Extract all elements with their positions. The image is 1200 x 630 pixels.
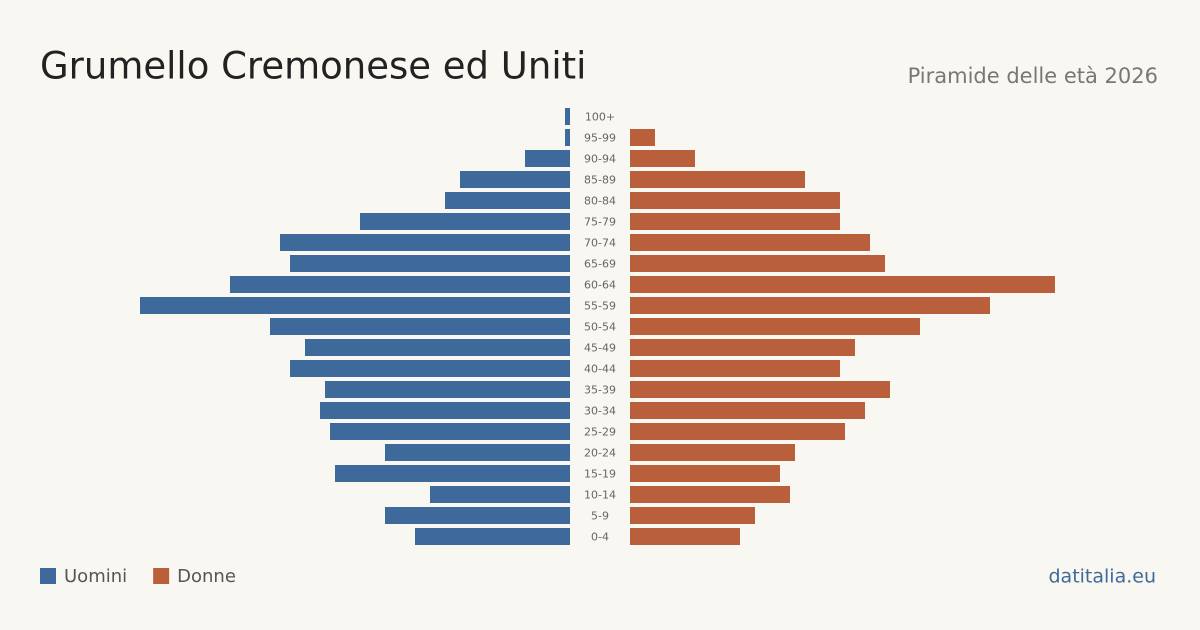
- source: datitalia.eu: [1049, 566, 1157, 588]
- male-bar: [460, 171, 570, 188]
- age-label: 100+: [585, 111, 615, 124]
- female-bar: [630, 276, 1055, 293]
- male-bar: [335, 465, 570, 482]
- male-bar: [305, 339, 570, 356]
- male-bar: [325, 381, 570, 398]
- age-label: 55-59: [584, 300, 616, 313]
- female-bar: [630, 192, 840, 209]
- age-label: 0-4: [591, 531, 609, 544]
- female-bar: [630, 381, 890, 398]
- female-bar: [630, 339, 855, 356]
- female-bar: [630, 171, 805, 188]
- age-label: 45-49: [584, 342, 616, 355]
- male-bar: [320, 402, 570, 419]
- age-label: 90-94: [584, 153, 616, 166]
- male-bar: [230, 276, 570, 293]
- age-label: 35-39: [584, 384, 616, 397]
- legend-swatch: [153, 568, 170, 584]
- age-label: 30-34: [584, 405, 616, 418]
- age-label: 70-74: [584, 237, 616, 250]
- female-bar: [630, 255, 885, 272]
- female-bar: [630, 423, 845, 440]
- male-bar: [280, 234, 570, 251]
- female-bar: [630, 402, 865, 419]
- legend-label: Uomini: [64, 566, 127, 587]
- age-label: 60-64: [584, 279, 616, 292]
- age-label: 10-14: [584, 489, 616, 502]
- female-bar: [630, 486, 790, 503]
- age-label: 80-84: [584, 195, 616, 208]
- age-label: 15-19: [584, 468, 616, 481]
- legend-label: Donne: [177, 566, 236, 587]
- male-bar: [290, 360, 570, 377]
- female-bar: [630, 150, 695, 167]
- female-bar: [630, 465, 780, 482]
- age-label: 65-69: [584, 258, 616, 271]
- female-bar: [630, 213, 840, 230]
- male-bar: [525, 150, 570, 167]
- male-bar: [565, 108, 570, 125]
- male-bar: [415, 528, 570, 545]
- female-bar: [630, 360, 840, 377]
- male-bar: [385, 507, 570, 524]
- female-bar: [630, 318, 920, 335]
- female-bar: [630, 507, 755, 524]
- male-bar: [565, 129, 570, 146]
- age-label: 85-89: [584, 174, 616, 187]
- age-label: 95-99: [584, 132, 616, 145]
- age-label: 40-44: [584, 363, 616, 376]
- male-bar: [430, 486, 570, 503]
- age-label: 5-9: [591, 510, 609, 523]
- female-bar: [630, 129, 655, 146]
- male-bar: [445, 192, 570, 209]
- male-bar: [290, 255, 570, 272]
- female-bar: [630, 444, 795, 461]
- chart-title: Grumello Cremonese ed Uniti: [40, 45, 586, 88]
- male-bar: [270, 318, 570, 335]
- female-bar: [630, 234, 870, 251]
- age-label: 20-24: [584, 447, 616, 460]
- age-label: 75-79: [584, 216, 616, 229]
- male-bar: [330, 423, 570, 440]
- male-bar: [385, 444, 570, 461]
- female-bar: [630, 528, 740, 545]
- female-bar: [630, 297, 990, 314]
- age-label: 50-54: [584, 321, 616, 334]
- age-label: 25-29: [584, 426, 616, 439]
- legend-swatch: [40, 568, 56, 584]
- male-bar: [140, 297, 570, 314]
- male-bar: [360, 213, 570, 230]
- chart-subtitle: Piramide delle età 2026: [908, 64, 1158, 88]
